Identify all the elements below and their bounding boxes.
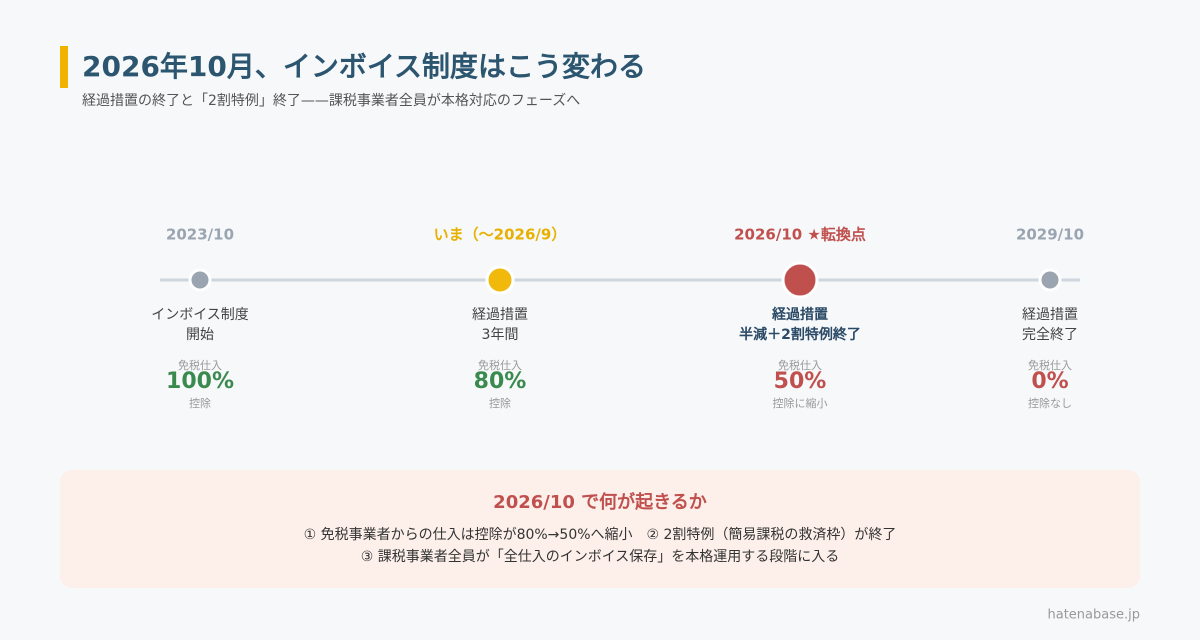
milestone-date: いま（〜2026/9） [434, 226, 567, 244]
milestone-label: 3年間 [482, 327, 519, 343]
summary-title: 2026/10 で何が起きるか [493, 491, 707, 513]
summary-box [60, 470, 1140, 588]
rate-note: 控除なし [1028, 396, 1072, 410]
milestone-label: 半減＋2割特例終了 [739, 326, 861, 343]
milestone-date: 2023/10 [166, 226, 234, 244]
timeline: 2023/10インボイス制度開始免税仕入100%控除いま（〜2026/9）経過措… [151, 226, 1084, 411]
milestone-label: 経過措置 [472, 307, 528, 323]
rate-value: 100% [166, 369, 234, 394]
rate-note: 控除 [189, 396, 211, 410]
rate-note: 控除 [489, 396, 511, 410]
milestone-dot [188, 268, 212, 292]
rate-value: 0% [1031, 369, 1068, 394]
subtitle: 経過措置の終了と「2割特例」終了——課税事業者全員が本格対応のフェーズへ [82, 93, 580, 109]
milestone-label: 経過措置 [771, 306, 828, 323]
rate-value: 50% [774, 369, 827, 394]
footer: hatenabase.jp [1048, 608, 1141, 623]
rate-caption: 免税仕入 [778, 358, 822, 372]
milestone-label: 完全終了 [1022, 327, 1078, 343]
accent-bar [60, 46, 68, 88]
milestone-date: 2029/10 [1016, 226, 1084, 244]
rate-caption: 免税仕入 [178, 358, 222, 372]
milestone-label: インボイス制度 [151, 307, 249, 323]
rate-note: 控除に縮小 [773, 396, 828, 410]
milestone-dot [1038, 268, 1062, 292]
milestone-label: 開始 [186, 327, 214, 343]
summary-line: ① 免税事業者からの仕入は控除が80%→50%へ縮小 ② 2割特例（簡易課税の救… [304, 527, 897, 543]
rate-caption: 免税仕入 [478, 358, 522, 372]
milestone-date: 2026/10 ★転換点 [734, 226, 866, 244]
milestone-dot [485, 265, 515, 295]
rate-value: 80% [474, 369, 527, 394]
title: 2026年10月、インボイス制度はこう変わる [82, 50, 646, 83]
summary-line: ③ 課税事業者全員が「全仕入のインボイス保存」を本格運用する段階に入る [361, 549, 840, 565]
milestone-label: 経過措置 [1022, 307, 1078, 323]
rate-caption: 免税仕入 [1028, 358, 1072, 372]
milestone-dot [781, 261, 819, 299]
